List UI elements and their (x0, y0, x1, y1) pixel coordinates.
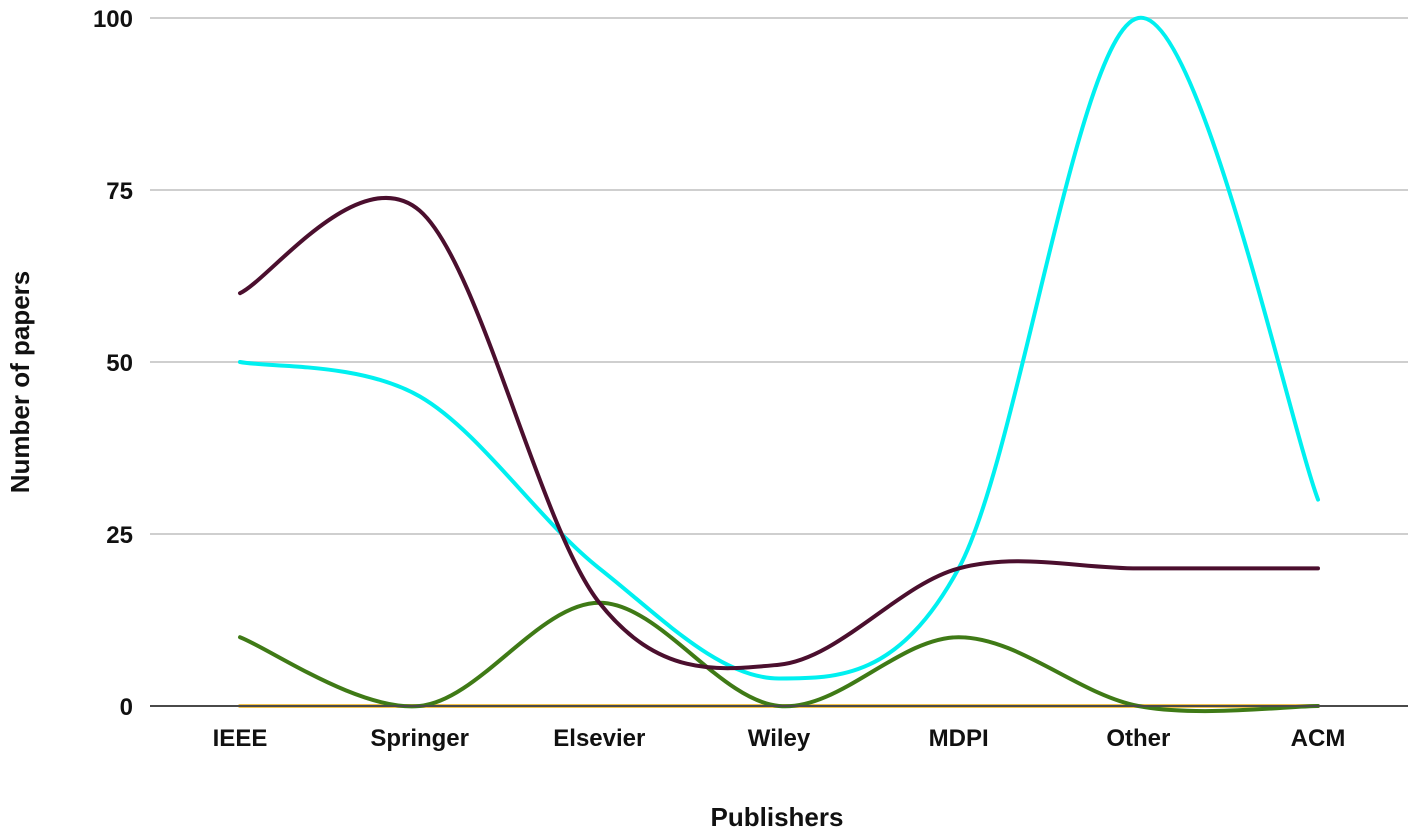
y-axis-title: Number of papers (5, 271, 35, 494)
y-tick-label: 25 (106, 522, 133, 549)
y-tick-label: 75 (106, 178, 133, 205)
x-tick-label: Wiley (748, 725, 811, 752)
y-tick-label: 50 (106, 350, 133, 377)
series-line-2 (238, 15, 1320, 681)
series-lines (238, 15, 1320, 714)
x-tick-label: Elsevier (553, 725, 645, 752)
y-tick-labels: 0 25 50 75 100 (93, 6, 133, 721)
series-line-1 (238, 195, 1320, 671)
x-axis-title: Publishers (711, 802, 844, 832)
x-tick-label: Other (1106, 725, 1170, 752)
x-tick-label: MDPI (929, 725, 989, 752)
x-tick-label: Springer (370, 725, 469, 752)
x-tick-label: ACM (1291, 725, 1346, 752)
y-tick-label: 0 (120, 694, 133, 721)
x-tick-labels: IEEE Springer Elsevier Wiley MDPI Other ACM (213, 725, 1346, 752)
gridlines (150, 17, 1408, 535)
y-tick-label: 100 (93, 6, 133, 33)
x-tick-label: IEEE (213, 725, 268, 752)
series-line-3 (238, 600, 1320, 714)
